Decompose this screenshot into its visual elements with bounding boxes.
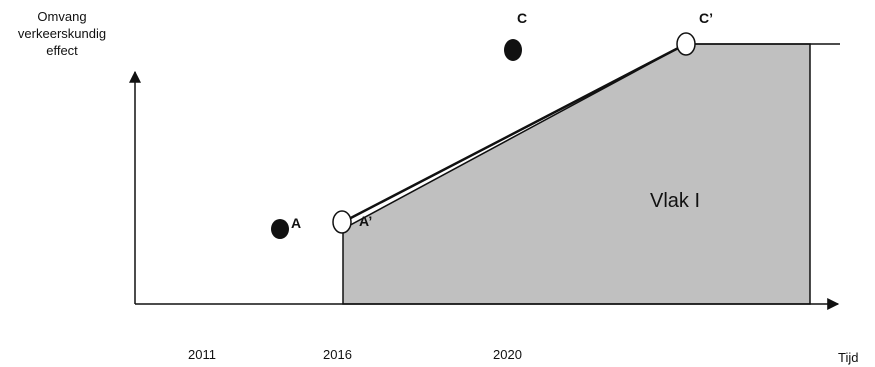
y-axis-label-line-1: Omvang (37, 9, 87, 24)
point-c-prime-marker (676, 32, 696, 56)
area-label: Vlak I (650, 190, 701, 212)
year-label-2016: 2016 (323, 347, 352, 362)
y-axis-label-line-3: effect (46, 43, 78, 58)
year-label-2020: 2020 (493, 347, 522, 362)
point-a-marker (271, 219, 289, 239)
point-a-prime-marker (332, 210, 352, 234)
area-vlak-i (342, 43, 811, 305)
year-label-2011: 2011 (188, 347, 216, 362)
trajectory-line (342, 42, 687, 224)
y-axis-label-line-2: verkeerskundig (17, 26, 107, 41)
point-c-prime-label: C’ (699, 10, 713, 26)
x-axis-label: Tijd (838, 350, 859, 365)
point-a-label: A (291, 215, 302, 231)
point-a-prime-label: A’ (359, 213, 373, 229)
y-axis-label: Omvang verkeerskundig effect (12, 8, 112, 59)
point-c-label: C (517, 10, 528, 26)
point-c-marker (504, 39, 522, 61)
